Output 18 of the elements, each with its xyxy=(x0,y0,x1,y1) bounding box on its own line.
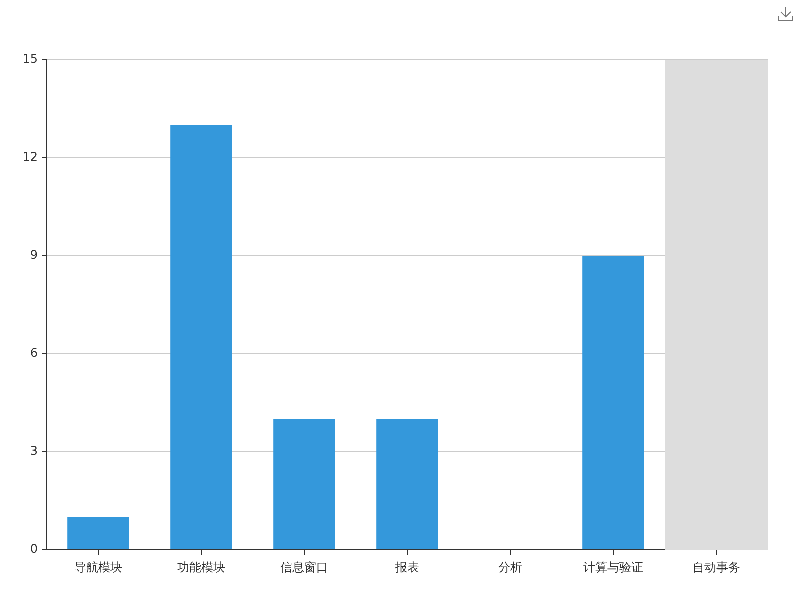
x-tick-label: 自动事务 xyxy=(692,560,740,574)
bar xyxy=(68,517,130,550)
bar xyxy=(376,419,438,550)
y-tick-label: 12 xyxy=(22,150,38,164)
x-tick-label: 功能模块 xyxy=(178,560,226,574)
bar xyxy=(582,256,644,550)
x-tick-label: 分析 xyxy=(498,560,522,574)
x-tick-label: 导航模块 xyxy=(74,560,122,574)
bar xyxy=(274,419,336,550)
y-tick-label: 6 xyxy=(30,346,38,360)
bar xyxy=(170,125,232,550)
x-tick-label: 信息窗口 xyxy=(280,560,328,574)
x-tick-label: 计算与验证 xyxy=(584,560,644,574)
y-tick-label: 9 xyxy=(30,248,38,262)
x-tick-label: 报表 xyxy=(394,560,420,574)
y-tick-label: 3 xyxy=(30,444,38,458)
y-tick-label: 15 xyxy=(22,52,38,66)
y-tick-label: 0 xyxy=(30,542,38,556)
